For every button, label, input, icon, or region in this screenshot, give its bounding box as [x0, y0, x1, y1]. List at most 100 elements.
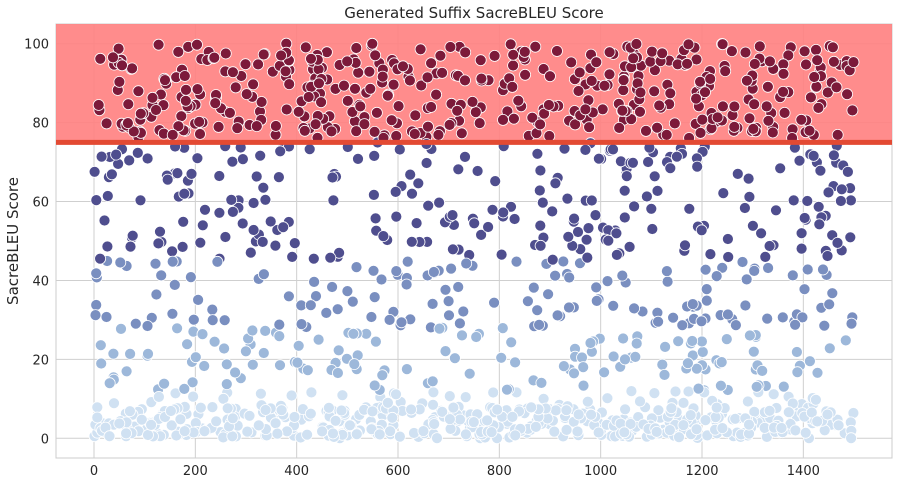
- data-point: [845, 194, 857, 207]
- data-point: [546, 253, 559, 266]
- data-point: [226, 66, 239, 79]
- x-tick-label: 800: [487, 464, 512, 479]
- data-point: [90, 299, 103, 311]
- data-point: [537, 392, 550, 405]
- data-point: [142, 347, 154, 360]
- data-point: [459, 150, 471, 163]
- data-point: [303, 143, 316, 156]
- data-point: [90, 194, 103, 207]
- data-point: [348, 358, 361, 371]
- data-point: [312, 333, 325, 346]
- data-point: [427, 266, 440, 278]
- data-point: [459, 428, 472, 441]
- data-point: [681, 57, 693, 70]
- data-point: [646, 223, 659, 235]
- data-point: [239, 58, 252, 71]
- data-point: [463, 367, 476, 380]
- data-point: [801, 263, 814, 276]
- data-point: [841, 88, 853, 101]
- data-point: [301, 364, 314, 377]
- data-point: [699, 263, 712, 276]
- data-point: [743, 190, 756, 203]
- data-point: [776, 311, 789, 324]
- data-point: [624, 418, 637, 430]
- data-point: [577, 361, 590, 374]
- data-point: [533, 184, 546, 197]
- data-point: [619, 353, 631, 366]
- data-point: [350, 42, 363, 54]
- data-point: [187, 390, 200, 403]
- data-point: [132, 85, 145, 98]
- data-point: [191, 83, 204, 95]
- data-point: [206, 314, 219, 327]
- data-point: [579, 103, 592, 116]
- data-point: [835, 195, 847, 207]
- data-point: [845, 317, 858, 330]
- data-point: [283, 78, 296, 90]
- data-point: [433, 196, 446, 209]
- data-point: [239, 345, 252, 358]
- data-point: [184, 271, 197, 284]
- data-point: [149, 257, 162, 270]
- data-point: [142, 429, 154, 441]
- data-point: [174, 413, 187, 426]
- data-point: [672, 335, 685, 348]
- data-point: [434, 49, 447, 62]
- data-point: [313, 77, 325, 90]
- data-point: [332, 344, 345, 357]
- data-point: [716, 261, 729, 274]
- data-point: [729, 412, 742, 425]
- data-point: [615, 155, 627, 168]
- data-point: [316, 425, 329, 438]
- data-point: [212, 121, 225, 133]
- data-point: [509, 429, 522, 442]
- data-point: [579, 143, 592, 156]
- data-point: [254, 149, 267, 162]
- data-point: [196, 328, 209, 341]
- data-point: [798, 283, 811, 296]
- data-point: [327, 427, 339, 440]
- data-point: [770, 204, 782, 217]
- data-point: [177, 215, 190, 228]
- data-point: [194, 401, 207, 414]
- data-point: [795, 242, 808, 255]
- data-point: [644, 55, 657, 68]
- x-tick-label: 0: [90, 464, 98, 479]
- data-point: [535, 376, 548, 389]
- data-point: [628, 302, 640, 315]
- data-point: [426, 297, 439, 310]
- y-tick-label: 20: [32, 353, 49, 368]
- data-point: [728, 100, 741, 113]
- data-point: [186, 376, 199, 389]
- data-point: [475, 72, 488, 85]
- data-point: [459, 46, 472, 59]
- data-point: [669, 385, 682, 398]
- data-point: [798, 45, 811, 58]
- data-point: [389, 185, 402, 198]
- data-point: [369, 335, 382, 348]
- data-point: [796, 311, 809, 324]
- data-point: [220, 358, 233, 371]
- data-point: [95, 150, 108, 163]
- data-point: [452, 281, 465, 293]
- data-point: [302, 91, 315, 103]
- data-point: [426, 375, 439, 388]
- data-point: [369, 49, 382, 62]
- data-point: [417, 425, 430, 438]
- data-point: [208, 335, 221, 348]
- data-point: [653, 99, 666, 112]
- data-point: [648, 85, 661, 98]
- data-point: [100, 117, 113, 130]
- data-point: [778, 107, 791, 119]
- data-point: [375, 273, 388, 286]
- data-point: [581, 251, 594, 264]
- data-point: [295, 318, 308, 331]
- data-point: [219, 47, 232, 60]
- data-point: [804, 355, 816, 368]
- data-point: [739, 299, 752, 312]
- data-point: [250, 120, 263, 132]
- data-point: [668, 117, 681, 130]
- data-point: [420, 157, 433, 169]
- data-point: [648, 387, 661, 400]
- data-point: [699, 86, 711, 99]
